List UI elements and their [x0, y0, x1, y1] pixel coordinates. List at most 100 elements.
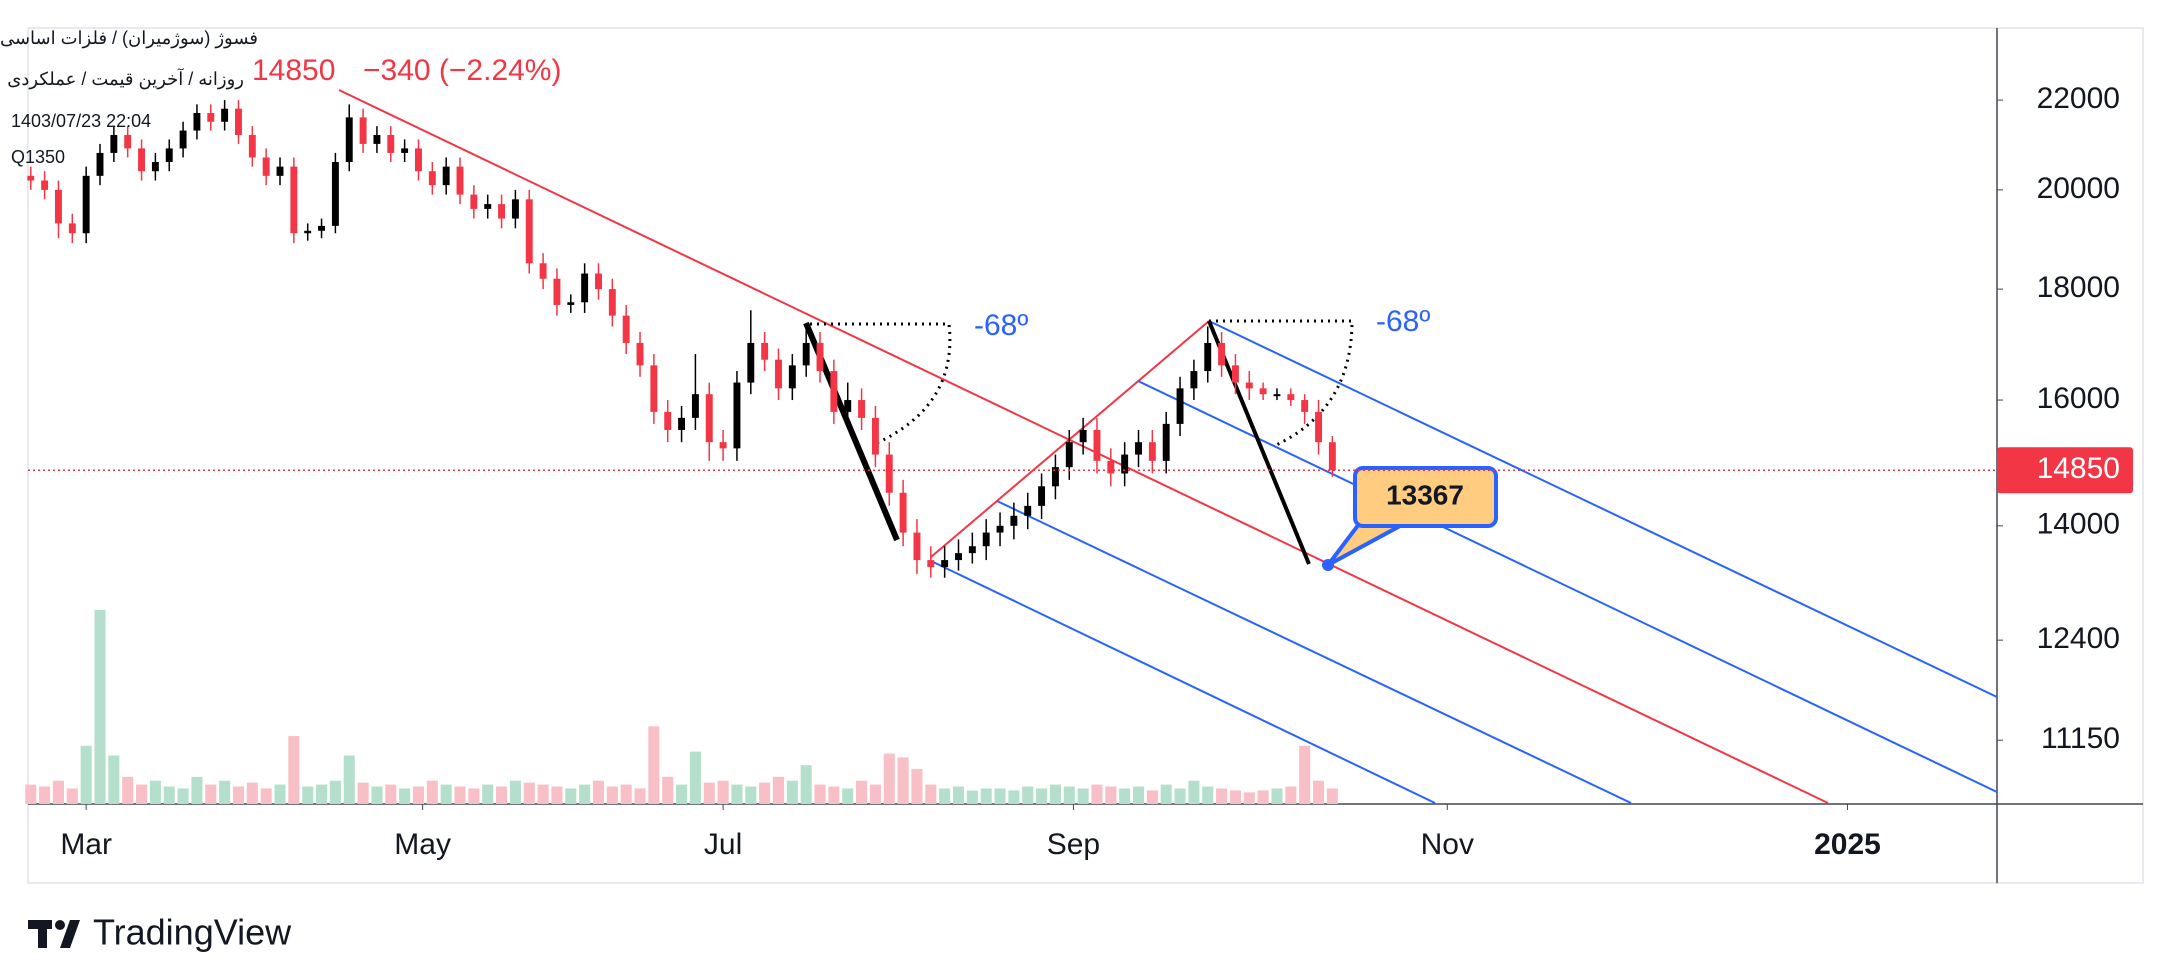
candle-body	[982, 532, 990, 547]
volume-bar	[274, 784, 286, 804]
candle-body	[1010, 515, 1018, 526]
candle-body	[899, 492, 907, 533]
volume-bar	[537, 784, 549, 804]
candle-body	[221, 108, 229, 122]
candle-body	[553, 278, 561, 305]
candle-body	[608, 289, 616, 316]
volume-bar	[371, 786, 383, 804]
volume-bar	[869, 784, 881, 804]
angle-arc	[1209, 319, 1354, 448]
candle-body	[844, 400, 852, 412]
volume-bar	[1202, 786, 1214, 804]
volume-bar	[703, 782, 715, 804]
candle-body	[387, 134, 395, 153]
volume-bar	[163, 786, 175, 804]
candle-body	[567, 302, 575, 305]
candle-body	[456, 166, 464, 195]
candle-body	[1245, 382, 1253, 389]
volume-bar	[454, 786, 466, 804]
candle-body	[27, 175, 35, 181]
volume-bar	[52, 780, 65, 804]
volume-bar	[149, 780, 161, 804]
candle-body	[761, 342, 769, 360]
x-tick-label: May	[394, 828, 451, 861]
callout-anchor	[1322, 559, 1334, 571]
volume-bar	[786, 780, 798, 804]
volume-bar	[177, 788, 189, 804]
volume-bar	[606, 786, 618, 804]
candle-body	[747, 342, 755, 383]
volume-bar	[1132, 786, 1145, 804]
volume-bar	[523, 782, 535, 804]
x-tick-label: Jul	[704, 828, 742, 861]
angle-arc	[810, 322, 952, 445]
candle-body	[678, 417, 686, 430]
candle-body	[955, 553, 962, 561]
volume-bar	[426, 780, 438, 804]
candle-body	[650, 365, 658, 412]
candle-body	[470, 194, 478, 209]
volume-bar	[814, 784, 826, 804]
angle-label: -68º	[974, 309, 1028, 342]
y-tick-label: 22000	[2037, 82, 2120, 115]
candle-body	[664, 411, 672, 430]
volume-bar	[232, 786, 245, 804]
candle-body	[345, 117, 353, 163]
callout-text: 13367	[1386, 479, 1464, 510]
candle-body	[1273, 394, 1281, 397]
volume-bar	[1326, 788, 1338, 804]
candle-body	[1328, 442, 1336, 471]
volume-bar	[1188, 780, 1200, 804]
candle-body	[788, 365, 796, 389]
channel-line	[930, 560, 1436, 804]
candle-body	[359, 117, 367, 144]
candle-body	[1287, 394, 1295, 401]
candle-body	[110, 134, 118, 153]
volume-bar	[925, 784, 937, 804]
volume-bar	[1243, 792, 1255, 804]
volume-bar	[731, 784, 743, 804]
candle-body	[484, 204, 492, 209]
candle-body	[318, 225, 326, 231]
chart-frame	[27, 27, 2144, 884]
volume-line: Q1350	[11, 147, 65, 167]
candle-body	[55, 189, 62, 224]
volume-bar	[329, 780, 341, 804]
volume-bar	[1077, 788, 1089, 804]
volume-bar	[1049, 784, 1061, 804]
channel-line	[1137, 380, 1998, 793]
candle-body	[1176, 388, 1184, 424]
candle-body	[1204, 342, 1212, 372]
volume-bar	[482, 784, 494, 804]
volume-bar	[565, 788, 577, 804]
volume-bar	[966, 790, 978, 804]
volume-bar	[316, 784, 328, 804]
volume-bar	[759, 782, 771, 804]
volume-bar	[1229, 790, 1241, 804]
volume-bar	[1216, 788, 1228, 804]
candle-body	[802, 342, 810, 366]
candle-body	[1093, 429, 1101, 461]
callout-box	[1353, 466, 1498, 528]
volume-bar	[980, 788, 992, 804]
volume-bar	[551, 786, 563, 804]
volume-bar	[219, 780, 231, 804]
volume-bar	[302, 786, 314, 804]
candle-body	[941, 560, 949, 568]
volume-bar	[205, 784, 217, 804]
volume-bar	[80, 745, 92, 804]
candle-body	[1065, 442, 1073, 468]
volume-bar	[620, 784, 632, 804]
volume-bar	[66, 788, 78, 804]
datetime: 1403/07/23 22:04	[11, 111, 151, 131]
candle-body	[1259, 388, 1267, 395]
candle-body	[248, 134, 256, 158]
volume-bar	[579, 784, 591, 804]
interval-line: روزانه / آخرین قیمت / عملکردی	[7, 68, 244, 90]
y-tick-label: 16000	[2037, 382, 2120, 415]
candle-body	[1231, 365, 1239, 383]
logo-shape	[55, 920, 65, 930]
volume-bar	[1119, 788, 1131, 804]
candle-body	[138, 148, 146, 172]
volume-bar	[412, 786, 425, 804]
